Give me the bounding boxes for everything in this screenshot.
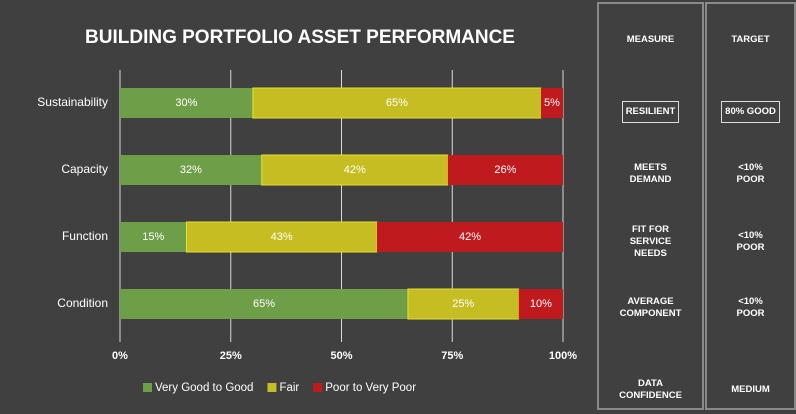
legend-swatch bbox=[267, 383, 277, 392]
measure-column: MEASURE RESILIENT MEETS DEMAND FIT FOR SERV… bbox=[597, 2, 704, 410]
legend-label: Poor to Very Poor bbox=[325, 382, 416, 394]
table-cell: FIT FOR SERVICE NEEDS bbox=[599, 224, 702, 260]
table-cell: MEETS DEMAND bbox=[599, 162, 702, 186]
bar-segment bbox=[261, 154, 449, 186]
data-label: 25% bbox=[452, 298, 474, 310]
table-cell: DATA CONFIDENCE bbox=[599, 378, 702, 402]
cell-text: MEDIUM bbox=[731, 384, 770, 395]
data-label: 10% bbox=[530, 298, 552, 310]
legend-swatch bbox=[143, 383, 152, 392]
table-cell: AVERAGE COMPONENT bbox=[599, 296, 702, 320]
cell-text: DATA CONFIDENCE bbox=[619, 378, 682, 401]
legend-swatch bbox=[313, 383, 323, 392]
data-label: 65% bbox=[253, 298, 275, 310]
cell-text: MEETS DEMAND bbox=[629, 162, 672, 185]
cell-text: FIT FOR SERVICE NEEDS bbox=[629, 224, 672, 259]
bar-segment bbox=[407, 288, 520, 320]
table-cell: <10% POOR bbox=[707, 162, 794, 186]
data-label: 5% bbox=[544, 97, 560, 109]
table-cell: TARGET bbox=[707, 34, 794, 46]
data-label: 42% bbox=[459, 231, 481, 243]
chart: BUILDING PORTFOLIO ASSET PERFORMANCE 0% 2… bbox=[37, 27, 577, 394]
table-cell: 80% GOOD bbox=[707, 101, 794, 123]
bar-segment bbox=[518, 289, 563, 319]
table-cell: MEASURE bbox=[599, 34, 702, 46]
legend-label: Very Good to Good bbox=[155, 382, 253, 394]
x-tick-label: 50% bbox=[330, 350, 352, 362]
cell-text: <10% POOR bbox=[736, 230, 765, 253]
cell-text: 80% GOOD bbox=[721, 101, 780, 123]
bar-segment bbox=[447, 155, 563, 185]
bar-segment bbox=[540, 88, 563, 118]
bar-segment bbox=[120, 222, 187, 252]
data-label: 43% bbox=[271, 231, 293, 243]
y-tick-label: Sustainability bbox=[37, 95, 108, 109]
bar-segment bbox=[376, 222, 563, 252]
data-label: 26% bbox=[494, 164, 516, 176]
cell-text: AVERAGE COMPONENT bbox=[619, 296, 682, 319]
y-tick-label: Capacity bbox=[61, 162, 108, 176]
cell-text: TARGET bbox=[731, 34, 770, 45]
x-tick-label: 25% bbox=[220, 350, 242, 362]
table-cell: RESILIENT bbox=[599, 101, 702, 123]
bar-segment bbox=[120, 289, 408, 319]
x-tick-label: 100% bbox=[549, 350, 577, 362]
cell-text: MEASURE bbox=[626, 34, 675, 45]
legend-label: Fair bbox=[279, 382, 299, 394]
y-tick-label: Condition bbox=[57, 296, 108, 310]
bar-segment bbox=[120, 155, 262, 185]
cell-text: RESILIENT bbox=[621, 101, 680, 123]
table-cell: <10% POOR bbox=[707, 296, 794, 320]
cell-text: <10% POOR bbox=[736, 162, 765, 185]
cell-text: <10% POOR bbox=[736, 296, 765, 319]
data-label: 65% bbox=[386, 97, 408, 109]
table-cell: MEDIUM bbox=[707, 384, 794, 396]
bar-segment bbox=[252, 87, 542, 119]
x-tick-label: 75% bbox=[441, 350, 463, 362]
x-tick-label: 0% bbox=[112, 350, 128, 362]
data-label: 15% bbox=[142, 231, 164, 243]
bar-segment bbox=[120, 88, 253, 118]
y-tick-label: Function bbox=[62, 229, 108, 243]
data-label: 42% bbox=[344, 164, 366, 176]
bar-segment bbox=[185, 221, 378, 253]
data-label: 30% bbox=[175, 97, 197, 109]
data-label: 32% bbox=[180, 164, 202, 176]
chart-title: BUILDING PORTFOLIO ASSET PERFORMANCE bbox=[85, 27, 515, 48]
table-cell: <10% POOR bbox=[707, 230, 794, 254]
target-column: TARGET 80% GOOD <10% POOR <10% POOR <10% POO… bbox=[705, 2, 796, 410]
